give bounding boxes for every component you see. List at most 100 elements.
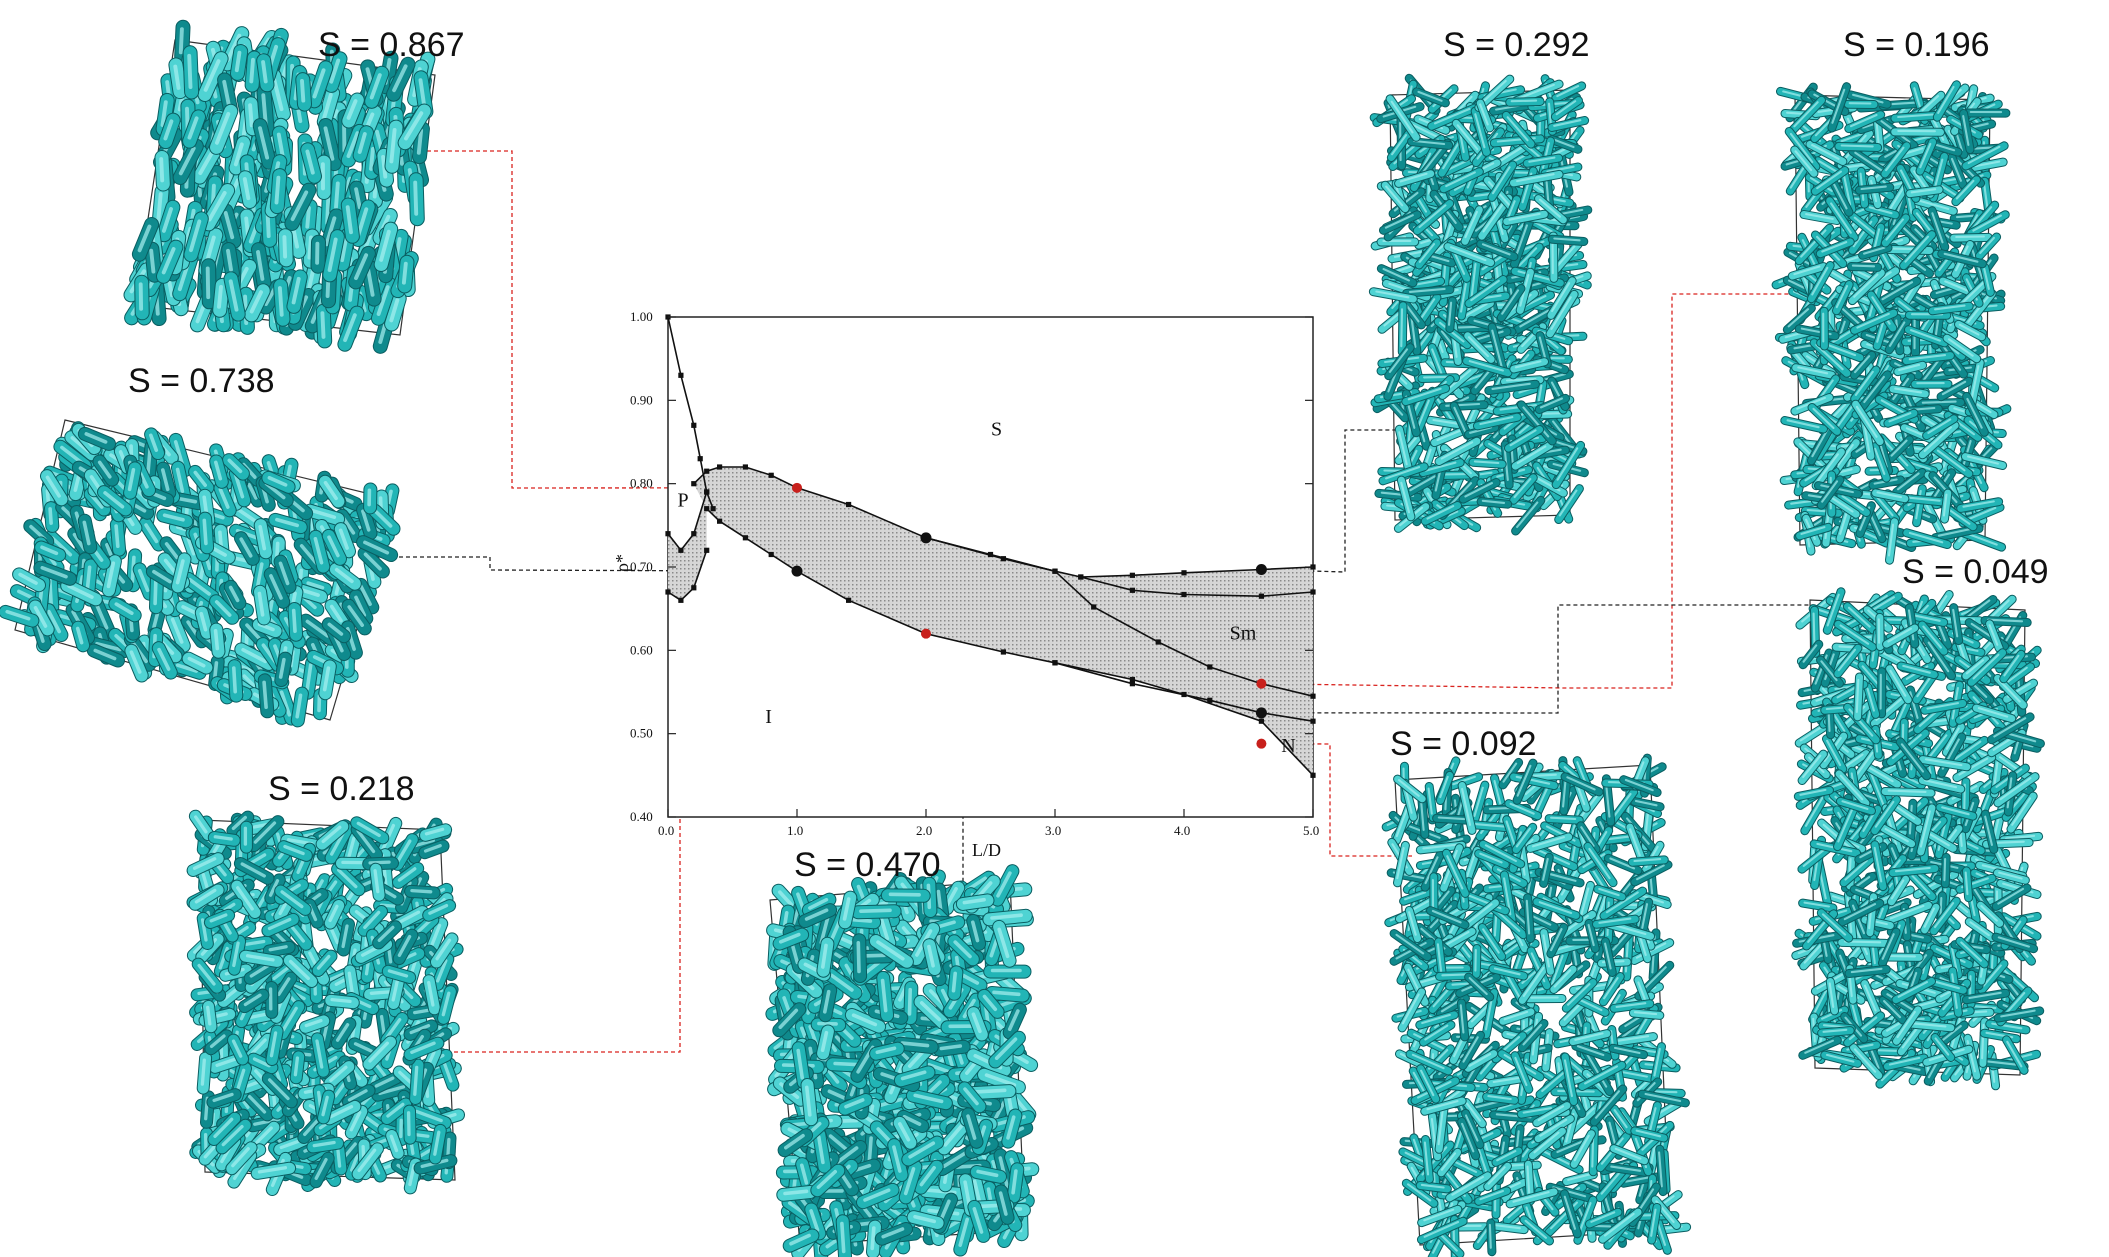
rod-highlight (226, 248, 233, 272)
rod-highlight (389, 298, 400, 323)
rod-highlight (103, 491, 125, 509)
rod-highlight (137, 224, 152, 253)
rod-highlight (253, 1117, 281, 1126)
rod-highlight (178, 146, 196, 176)
rod-highlight (307, 235, 313, 260)
rod-highlight (363, 910, 381, 930)
rod-highlight (330, 997, 352, 1004)
snapshot-s-0867 (123, 19, 436, 354)
rod-highlight (324, 216, 337, 247)
rod-highlight (346, 131, 360, 159)
rod-highlight (381, 154, 388, 179)
rod-highlight (267, 475, 288, 487)
rod-highlight (45, 475, 61, 498)
rod-highlight (205, 266, 211, 300)
rod-highlight (233, 142, 244, 167)
rod-highlight (218, 946, 229, 970)
rod-highlight (170, 617, 184, 644)
rod-highlight (218, 487, 230, 509)
rod-highlight (356, 207, 369, 238)
rod-highlight (374, 1076, 395, 1088)
rod-highlight (95, 641, 122, 652)
rod-highlight (290, 190, 309, 222)
rod-highlight (93, 648, 117, 661)
rod-highlight (323, 126, 335, 161)
rod-highlight (368, 860, 391, 865)
rod-highlight (295, 693, 303, 719)
rod-highlight (357, 132, 367, 154)
rod-highlight (401, 261, 408, 285)
rod-highlight (410, 888, 433, 894)
rod-highlight (207, 190, 227, 222)
rod-highlight (181, 605, 199, 616)
rod-highlight (279, 690, 292, 717)
rod-highlight (256, 250, 265, 281)
rod-highlight (329, 604, 343, 623)
simulation-snapshots (0, 19, 2045, 1257)
rod-highlight (293, 1056, 300, 1077)
rod-highlight (153, 579, 158, 606)
connector-black-4 (1261, 429, 1402, 573)
rod-highlight (320, 311, 326, 339)
rod-highlight (245, 623, 263, 643)
rod-highlight (187, 53, 193, 90)
rod-highlight (389, 128, 397, 164)
rod-highlight (217, 284, 223, 309)
rod-highlight (50, 536, 73, 557)
rod-highlight (305, 663, 313, 691)
rod-highlight (202, 518, 208, 546)
rod-highlight (70, 436, 91, 454)
rod-highlight (257, 622, 275, 632)
rod-highlight (336, 1148, 342, 1168)
rod-highlight (258, 524, 267, 551)
rod-highlight (85, 565, 92, 592)
rod-highlight (129, 650, 142, 674)
connector-red-2 (440, 631, 927, 1053)
rod-highlight (228, 585, 240, 603)
rod-highlight (160, 100, 168, 128)
rod-highlight (242, 177, 251, 201)
rod-highlight (354, 253, 369, 281)
rod-highlight (354, 595, 367, 617)
rod-highlight (164, 542, 179, 560)
rod-highlight (159, 157, 165, 183)
rod-highlight (214, 111, 231, 145)
rod-highlight (369, 73, 382, 100)
rod-highlight (203, 59, 221, 92)
rod-highlight (247, 482, 258, 500)
rod-highlight (228, 279, 239, 312)
rod-highlight (156, 192, 163, 225)
rod-highlight (106, 561, 116, 589)
rod-highlight (137, 568, 150, 593)
rod-highlight (222, 79, 232, 109)
rod-highlight (144, 523, 159, 544)
rod-highlight (264, 481, 286, 500)
rod-highlight (234, 50, 242, 73)
rod-highlight (328, 971, 347, 982)
rod-highlight (363, 540, 390, 555)
rod-highlight (161, 247, 176, 275)
rod-highlight (334, 181, 340, 210)
rod-highlight (278, 561, 290, 586)
rod-highlight (291, 276, 301, 305)
rod-highlight (239, 537, 253, 558)
snapshot-s-0470 (765, 864, 1040, 1257)
rod-highlight (329, 58, 341, 84)
rod-highlight (227, 458, 243, 474)
rod-highlight (97, 460, 112, 479)
rod-highlight (327, 535, 340, 558)
rod-highlight (416, 128, 424, 155)
rod-highlight (436, 959, 448, 983)
rod-highlight (322, 666, 331, 692)
rod-highlight (313, 536, 324, 565)
rod-highlight (334, 567, 354, 584)
rod-highlight (365, 266, 375, 297)
rod-highlight (276, 132, 285, 158)
rod-highlight (175, 663, 199, 673)
simulation-box-outline (134, 39, 436, 336)
rod-highlight (241, 647, 268, 664)
rod-highlight (429, 923, 442, 949)
rod-highlight (329, 1065, 348, 1083)
rod-highlight (301, 588, 320, 597)
rod-highlight (404, 111, 424, 141)
